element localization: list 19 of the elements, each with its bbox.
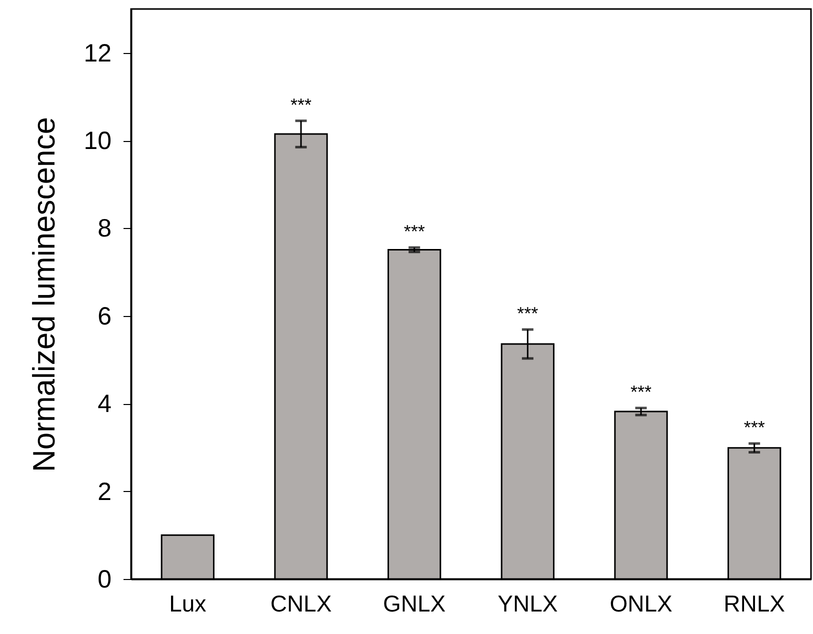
x-tick-label: YNLX xyxy=(498,590,558,616)
x-tick-label: RNLX xyxy=(724,590,786,616)
y-tick-label: 8 xyxy=(98,214,112,243)
y-tick-label: 12 xyxy=(84,39,112,68)
y-tick-label: 6 xyxy=(98,302,112,330)
x-tick-label: Lux xyxy=(169,590,207,616)
y-axis-title: Normalized luminescence xyxy=(26,117,62,472)
y-tick-label: 10 xyxy=(84,127,112,156)
y-tick-label: 0 xyxy=(98,566,112,594)
annotation: *** xyxy=(630,382,652,402)
annotation: *** xyxy=(290,94,312,115)
x-tick-label: CNLX xyxy=(270,590,332,616)
y-tick-label: 4 xyxy=(98,390,112,418)
annotation: *** xyxy=(404,222,425,242)
x-tick-label: ONLX xyxy=(610,590,672,616)
annotation: *** xyxy=(744,418,765,438)
x-tick-label: GNLX xyxy=(383,590,446,616)
annotation: *** xyxy=(517,304,538,324)
y-tick-label: 2 xyxy=(98,478,112,506)
